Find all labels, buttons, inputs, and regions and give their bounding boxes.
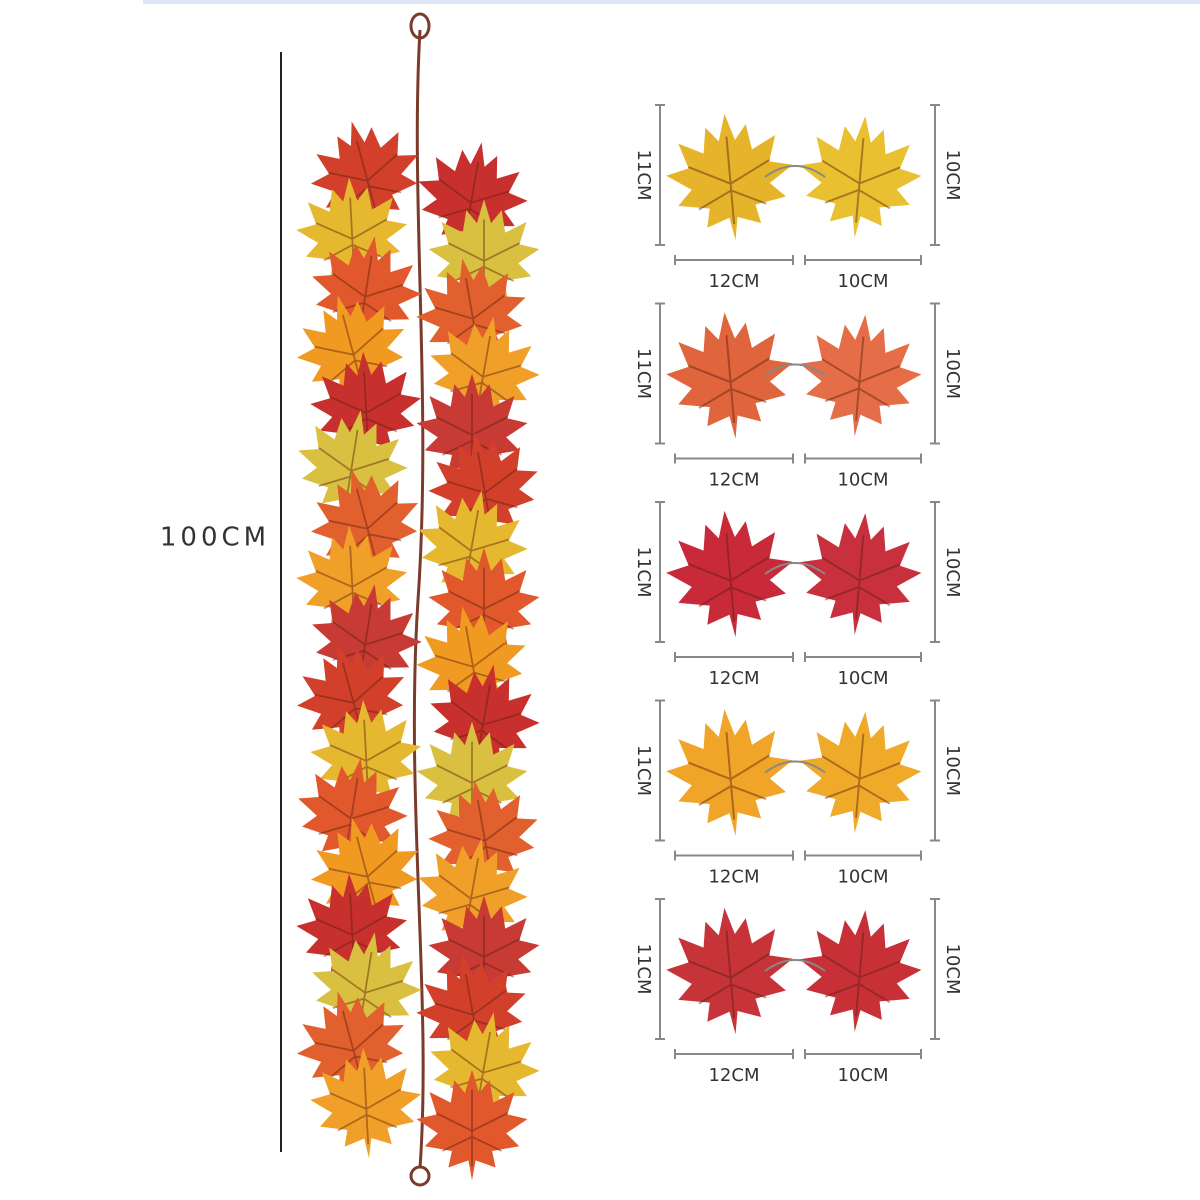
height-bracket xyxy=(655,501,665,643)
width-label: 12CM xyxy=(708,470,759,491)
height-label: 11CM xyxy=(633,943,654,994)
width-bracket xyxy=(674,850,794,861)
leaf xyxy=(660,305,800,446)
height-label: 11CM xyxy=(633,149,654,200)
width-label: 10CM xyxy=(837,1065,888,1086)
height-label: 10CM xyxy=(942,546,963,597)
leaf-stem xyxy=(764,562,826,575)
height-bracket xyxy=(655,898,665,1040)
vine-loop xyxy=(409,12,431,40)
vine-loop xyxy=(409,1165,431,1187)
height-label: 10CM xyxy=(942,943,963,994)
height-label: 11CM xyxy=(633,546,654,597)
leaf xyxy=(792,705,928,840)
leaf xyxy=(660,901,800,1041)
width-bracket xyxy=(804,255,922,265)
width-label: 10CM xyxy=(837,470,888,491)
height-label: 100CM xyxy=(160,523,270,553)
garland-leaves xyxy=(283,106,550,1182)
height-label: 10CM xyxy=(942,149,963,200)
leaf-stem xyxy=(764,760,826,774)
leaf xyxy=(792,903,928,1039)
leaf xyxy=(660,702,800,843)
height-bracket xyxy=(930,699,940,842)
width-label: 12CM xyxy=(708,271,759,292)
width-label: 12CM xyxy=(708,867,759,888)
leaf-stem xyxy=(764,165,826,178)
width-label: 10CM xyxy=(837,271,888,292)
width-bracket xyxy=(674,1049,794,1059)
width-label: 10CM xyxy=(837,867,888,888)
height-bracket xyxy=(655,699,665,842)
leaf-stem xyxy=(764,959,826,972)
width-bracket xyxy=(804,453,922,464)
leaf xyxy=(660,504,800,644)
width-label: 10CM xyxy=(837,668,888,689)
vine xyxy=(412,29,425,1169)
height-bracket xyxy=(930,302,940,445)
height-label: 10CM xyxy=(942,348,963,399)
leaf xyxy=(660,107,800,247)
width-bracket xyxy=(674,453,794,464)
height-bracket xyxy=(655,104,665,246)
width-bracket xyxy=(804,850,922,861)
height-label: 10CM xyxy=(942,745,963,796)
height-bracket xyxy=(930,501,940,643)
width-bracket xyxy=(804,1049,922,1059)
height-label: 11CM xyxy=(633,348,654,399)
height-bracket xyxy=(930,898,940,1040)
width-label: 12CM xyxy=(708,1065,759,1086)
width-bracket xyxy=(804,652,922,662)
width-bracket xyxy=(674,652,794,662)
leaf xyxy=(792,308,928,443)
height-bracket xyxy=(930,104,940,246)
leaf xyxy=(792,109,928,245)
leaf xyxy=(792,506,928,642)
width-bracket xyxy=(674,255,794,265)
leaf-size-rows: 11CM 10CM 12CM 10CM 11CM 10CM 12CM 10CM 11CM 10CM… xyxy=(633,104,963,1086)
top-band xyxy=(143,0,1200,4)
leaf-stem xyxy=(764,363,826,377)
height-label: 11CM xyxy=(633,745,654,796)
width-label: 12CM xyxy=(708,668,759,689)
height-bracket xyxy=(655,302,665,445)
